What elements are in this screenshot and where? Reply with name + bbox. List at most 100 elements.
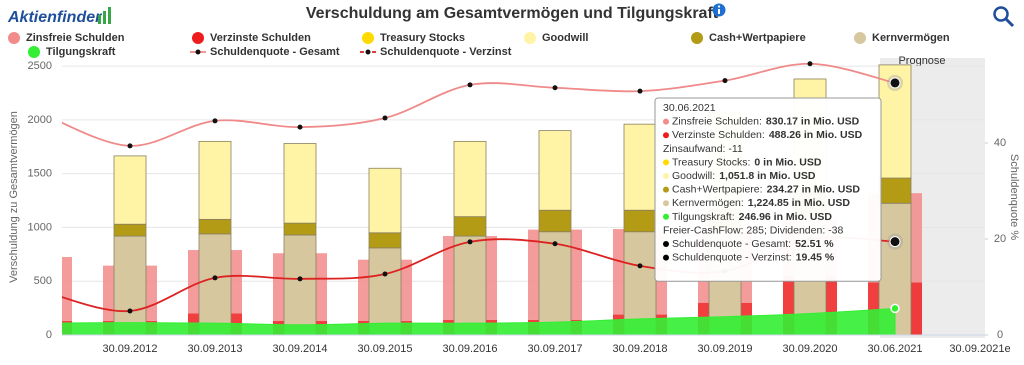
x-tick-label: 30.09.2014 — [272, 343, 327, 355]
legend-dot — [365, 49, 371, 55]
tooltip-label: Tilgungskraft: — [672, 211, 735, 223]
logo[interactable]: Aktienfinder — [7, 7, 111, 26]
tooltip-label: Zinsaufwand: -11 — [663, 143, 743, 155]
legend-item[interactable]: Goodwill — [524, 32, 588, 44]
line-point — [722, 78, 728, 84]
bar — [453, 140, 487, 218]
tooltip-title: 30.06.2021 — [663, 102, 716, 114]
tooltip-dot — [663, 159, 669, 166]
legend-item[interactable]: Schuldenquote - Verzinst — [360, 46, 512, 58]
bar — [538, 130, 572, 211]
legend-label: Schuldenquote - Gesamt — [210, 46, 340, 58]
line-point — [467, 82, 473, 88]
bar — [283, 143, 317, 224]
bar — [198, 140, 232, 220]
tooltip-dot — [663, 118, 669, 125]
tooltip-label: Schuldenquote - Gesamt: — [672, 238, 791, 250]
line-point — [552, 241, 558, 247]
bar — [623, 209, 657, 233]
bar — [113, 155, 147, 225]
zoom-button[interactable] — [993, 6, 1015, 28]
legend-marker — [8, 32, 20, 44]
tooltip-label: Goodwill: — [672, 170, 715, 182]
x-tick-label: 30.09.2019 — [697, 343, 752, 355]
tooltip-row: Freier-CashFlow: 285; Dividenden: -38 — [663, 224, 843, 236]
legend-item[interactable]: Schuldenquote - Gesamt — [190, 46, 340, 58]
line-point — [382, 271, 388, 277]
line-point — [127, 308, 133, 314]
legend-label: Tilgungskraft — [46, 46, 116, 58]
x-tick-label: 30.06.2021 — [867, 343, 922, 355]
tooltip-label: Freier-CashFlow: 285; Dividenden: -38 — [663, 224, 843, 236]
axes: 0 500 1000 1500 2000 2500 0 20 40 30.09.2012 30.09… — [28, 60, 1011, 355]
line-point — [297, 124, 303, 130]
logo-bar — [108, 7, 111, 24]
legend-label: Schuldenquote - Verzinst — [380, 46, 512, 58]
tooltip-label: Schuldenquote - Verzinst: — [672, 251, 792, 263]
y-tick-label: 1500 — [28, 168, 52, 180]
y-tick-label: 0 — [46, 329, 52, 341]
tooltip-row: Schuldenquote - Gesamt: 52.51 % — [672, 238, 834, 250]
legend-item[interactable]: Kernvermögen — [854, 32, 950, 44]
bar — [538, 231, 572, 336]
area — [62, 307, 896, 336]
bar — [878, 177, 912, 204]
y-tick-label: 2000 — [28, 114, 52, 126]
tooltip-label: Kernvermögen: — [672, 197, 744, 209]
tooltip-dot — [663, 213, 669, 220]
legend-marker — [854, 32, 866, 44]
line-point — [212, 275, 218, 281]
legend-item[interactable]: Tilgungskraft — [28, 46, 116, 58]
legend-label: Goodwill — [542, 32, 588, 44]
info-glyph — [718, 9, 720, 14]
x-tick-label: 30.09.2020 — [782, 343, 837, 355]
line-point — [127, 143, 133, 149]
y2-tick-label: 40 — [994, 137, 1006, 149]
y2-tick-label: 0 — [997, 329, 1003, 341]
legend-label: Verzinste Schulden — [210, 32, 311, 44]
tooltip-value: 488.26 in Mio. USD — [769, 129, 863, 141]
legend-marker — [192, 32, 204, 44]
logo-text: Aktienfinder — [7, 9, 102, 26]
info-icon[interactable] — [712, 3, 726, 17]
y-tick-label: 2500 — [28, 60, 52, 72]
line-point — [212, 118, 218, 124]
legend-item[interactable]: Zinsfreie Schulden — [8, 32, 125, 44]
tooltip-dot — [663, 132, 669, 139]
bar — [62, 257, 72, 322]
tooltip-row: Zinsfreie Schulden: 830.17 in Mio. USD — [672, 115, 860, 127]
legend-marker — [28, 46, 40, 58]
legend-item[interactable]: Treasury Stocks — [362, 32, 465, 44]
zoom-handle — [1004, 17, 1015, 28]
tooltip-row: Treasury Stocks: 0 in Mio. USD — [672, 156, 822, 168]
x-tick-label: 30.09.2021e — [949, 343, 1010, 355]
line-point — [552, 85, 558, 91]
x-tick-label: 30.09.2018 — [612, 343, 667, 355]
legend-label: Cash+Wertpapiere — [709, 32, 806, 44]
tooltip-label: Treasury Stocks: — [672, 156, 750, 168]
tooltip-dot — [663, 241, 669, 247]
legend-marker — [524, 32, 536, 44]
x-tick-label: 30.09.2015 — [357, 343, 412, 355]
bar — [283, 234, 317, 336]
bar — [113, 235, 147, 336]
line-point — [467, 239, 473, 245]
tooltip-row: Zinsaufwand: -11 — [663, 143, 743, 155]
tooltip-dot — [663, 254, 669, 261]
legend-item[interactable]: Cash+Wertpapiere — [691, 32, 806, 44]
legend-label: Zinsfreie Schulden — [26, 32, 125, 44]
y-axis-label: Verschuldung zu Gesamtvermögen — [8, 111, 20, 283]
x-tick-label: 30.09.2016 — [442, 343, 497, 355]
legend-item[interactable]: Verzinste Schulden — [192, 32, 311, 44]
legend-dot — [195, 49, 201, 55]
bar — [453, 235, 487, 336]
bar — [198, 233, 232, 336]
tooltip-value: 19.45 % — [796, 251, 835, 263]
tooltip-row: Verzinste Schulden: 488.26 in Mio. USD — [672, 129, 863, 141]
tooltip-dot — [663, 173, 669, 179]
logo-bar — [103, 11, 106, 24]
hover-point — [890, 303, 900, 314]
tooltip-row: Cash+Wertpapiere: 234.27 in Mio. USD — [672, 183, 860, 195]
